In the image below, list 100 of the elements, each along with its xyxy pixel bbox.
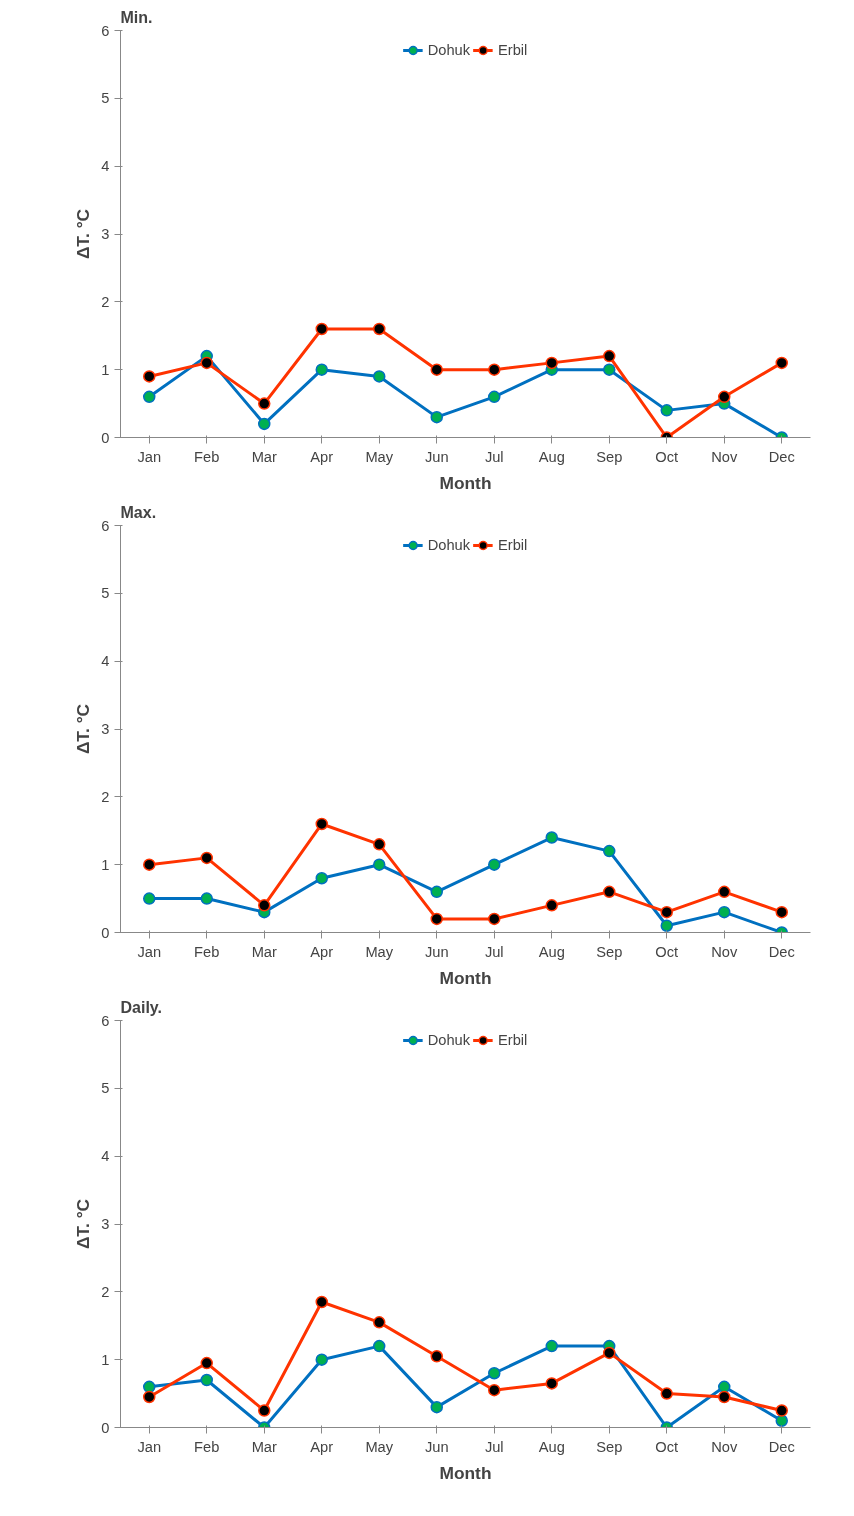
point <box>660 919 673 932</box>
x-tick-label: Mar <box>251 943 277 960</box>
point <box>143 892 156 905</box>
point <box>373 1316 386 1329</box>
x-tick-label: Feb <box>194 1438 220 1455</box>
point <box>775 1414 788 1427</box>
x-tick-label: Mar <box>251 448 277 465</box>
y-tick-label: 6 <box>101 1012 110 1029</box>
x-tick-label: Apr <box>310 943 334 960</box>
x-tick-label: Jul <box>484 1438 504 1455</box>
y-tick-label: 6 <box>101 22 110 39</box>
point <box>430 1400 443 1414</box>
point <box>315 1353 328 1366</box>
x-axis-title: Month <box>439 1462 492 1483</box>
y-tick-label: 3 <box>101 1216 110 1232</box>
point <box>373 322 386 336</box>
x-tick-label: Aug <box>538 448 565 465</box>
x-tick-label: Jan <box>137 448 162 465</box>
x-tick-label: Aug <box>538 943 565 960</box>
point <box>143 1390 156 1404</box>
point <box>545 899 558 912</box>
x-tick-label: Oct <box>655 448 679 465</box>
x-tick-label: Dec <box>768 943 795 960</box>
chart-title: Min. <box>120 8 153 26</box>
y-axis-title: ΔT. °C <box>73 208 94 260</box>
point <box>718 885 731 899</box>
x-tick-label: Oct <box>655 943 679 960</box>
x-tick-label: Apr <box>310 448 334 465</box>
point <box>143 390 156 404</box>
point <box>545 831 558 844</box>
point <box>603 844 616 858</box>
x-tick-label: May <box>365 1438 394 1455</box>
legend-label: Erbil <box>498 537 528 553</box>
y-tick-label: 2 <box>101 788 110 805</box>
point <box>200 356 213 370</box>
point <box>488 1383 501 1397</box>
x-tick-label: Nov <box>711 943 738 960</box>
y-tick-label: 4 <box>101 1148 110 1165</box>
legend-label: Dohuk <box>427 1032 471 1048</box>
x-tick-label: Jun <box>424 943 449 960</box>
x-tick-label: Mar <box>251 1438 277 1455</box>
point <box>315 871 328 885</box>
point <box>603 349 616 363</box>
x-tick-label: Dec <box>768 448 795 465</box>
point <box>718 1390 731 1404</box>
point <box>315 1295 328 1309</box>
point <box>718 905 731 919</box>
point <box>200 892 213 905</box>
x-tick-label: Jan <box>137 1438 162 1455</box>
point <box>775 905 788 919</box>
x-axis-title: Month <box>439 472 492 493</box>
x-tick-label: Aug <box>538 1438 565 1455</box>
point <box>258 397 271 410</box>
point <box>603 885 616 899</box>
x-tick-label: Jul <box>484 448 504 465</box>
y-tick-label: 5 <box>101 585 110 602</box>
point <box>200 1356 213 1370</box>
point <box>200 851 213 865</box>
x-axis-title: Month <box>439 967 492 988</box>
point <box>315 817 328 831</box>
point <box>660 404 673 417</box>
point <box>545 356 558 370</box>
x-tick-label: Sep <box>596 943 623 960</box>
x-tick-label: Oct <box>655 1438 679 1455</box>
y-axis-title: ΔT. °C <box>73 703 94 755</box>
point <box>200 1373 213 1387</box>
point <box>373 838 386 851</box>
point <box>488 912 501 926</box>
y-tick-label: 2 <box>101 293 110 310</box>
x-tick-label: Dec <box>768 1438 795 1455</box>
x-tick-label: Nov <box>711 448 738 465</box>
point <box>258 899 271 912</box>
point <box>603 363 616 376</box>
y-tick-label: 3 <box>101 226 110 242</box>
x-tick-label: Feb <box>194 448 220 465</box>
x-tick-label: May <box>365 943 394 960</box>
point <box>660 905 673 919</box>
x-tick-label: Sep <box>596 448 623 465</box>
point <box>488 363 501 376</box>
point <box>545 1377 558 1390</box>
point <box>488 1366 501 1380</box>
point <box>430 410 443 424</box>
point <box>430 363 443 376</box>
x-tick-label: Jul <box>484 943 504 960</box>
point <box>258 1404 271 1417</box>
point <box>430 1350 443 1363</box>
x-tick-label: Jun <box>424 1438 449 1455</box>
point <box>430 912 443 926</box>
legend-label: Dohuk <box>427 42 471 58</box>
y-tick-label: 6 <box>101 517 110 534</box>
point <box>143 858 156 871</box>
point <box>430 885 443 899</box>
y-tick-label: 5 <box>101 1080 110 1097</box>
y-tick-label: 0 <box>101 429 110 446</box>
y-tick-label: 0 <box>101 924 110 941</box>
chart-title: Daily. <box>120 998 162 1016</box>
point <box>315 363 328 376</box>
chart-title: Max. <box>120 503 157 521</box>
legend-label: Erbil <box>498 42 528 58</box>
y-tick-label: 3 <box>101 721 110 737</box>
